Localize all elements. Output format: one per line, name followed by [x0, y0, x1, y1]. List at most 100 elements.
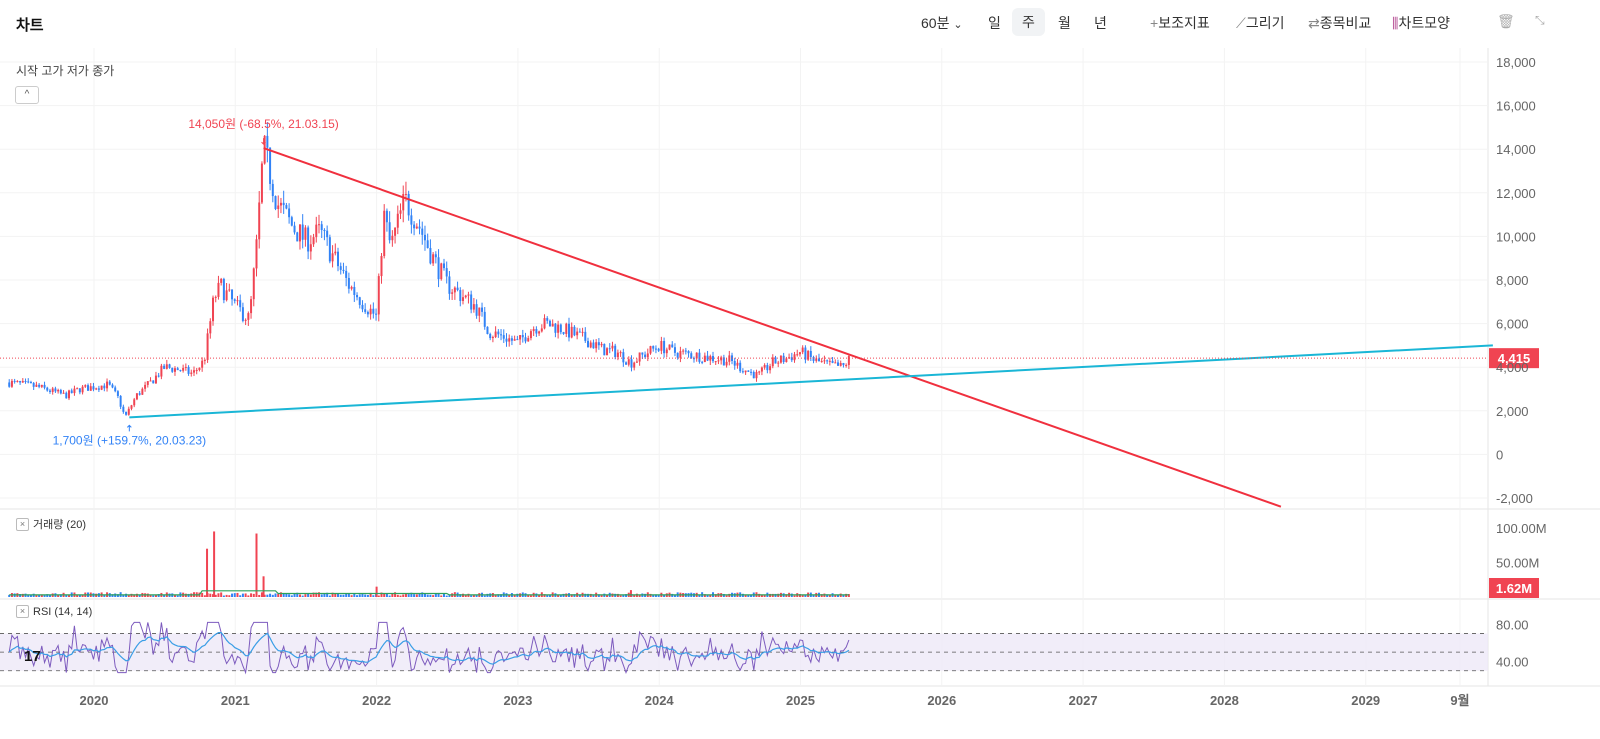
volume-bar: [290, 595, 293, 597]
candle-body: [40, 384, 43, 387]
candle-body: [312, 237, 315, 245]
candle-body: [777, 362, 780, 364]
volume-bar: [103, 595, 106, 597]
draw-button[interactable]: ⟋그리기: [1236, 13, 1284, 33]
tab-period-year[interactable]: 년: [1094, 15, 1107, 31]
volume-bar: [573, 594, 576, 597]
low-annotation: 1,700원 (+159.7%, 20.03.23): [53, 433, 206, 447]
volume-bar: [65, 595, 68, 597]
candle-body: [228, 289, 231, 291]
candle-body: [543, 318, 546, 329]
price-tick-label: 16,000: [1496, 99, 1536, 114]
candle-body: [684, 350, 687, 352]
candle-body: [682, 350, 685, 352]
volume-bar: [217, 593, 220, 597]
volume-last-badge: [1489, 578, 1539, 598]
volume-bar: [252, 593, 255, 597]
candle-body: [559, 324, 562, 333]
candle-body: [798, 352, 801, 355]
indicator-label: 보조지표: [1158, 15, 1210, 31]
volume-bar: [709, 595, 712, 597]
candle-body: [130, 405, 133, 409]
trendlines[interactable]: [129, 147, 1493, 508]
time-tick-label: 2027: [1069, 693, 1098, 708]
candle-body: [317, 224, 320, 226]
tab-period-month[interactable]: 월: [1058, 15, 1071, 31]
price-tick-label: 2,000: [1496, 404, 1529, 419]
tab-period-day[interactable]: 일: [988, 15, 1001, 31]
candle-body: [239, 300, 242, 308]
candle-body: [481, 307, 484, 312]
volume-bar: [35, 594, 38, 597]
volume-bar: [173, 595, 176, 597]
candle-body: [380, 256, 383, 277]
candle-body: [187, 366, 190, 374]
candle-body: [24, 381, 27, 383]
volume-bar: [214, 594, 217, 597]
legend-collapse-button[interactable]: ^: [15, 86, 39, 104]
candle-body: [271, 183, 274, 197]
candle-body: [383, 210, 386, 257]
volume-bar: [220, 592, 223, 597]
candle-body: [48, 390, 51, 392]
time-tick-label: 2023: [503, 693, 532, 708]
candle-body: [483, 311, 486, 327]
candle-body: [687, 351, 690, 354]
price-tick-label: 4,000: [1496, 360, 1529, 375]
candle-body: [195, 369, 198, 371]
rsi-pane: [0, 621, 1488, 675]
volume-bar: [423, 593, 426, 597]
candle-body: [214, 296, 217, 298]
last-price-label: 4,415: [1498, 351, 1531, 366]
candle-body: [236, 300, 239, 302]
rsi-label: RSI (14, 14): [33, 605, 93, 618]
candle-body: [337, 251, 340, 267]
candle-body: [766, 365, 769, 371]
collapse-icon[interactable]: ⤡: [1535, 13, 1545, 27]
candle-body: [692, 358, 695, 360]
candle-body: [663, 341, 666, 354]
interval-select[interactable]: 60분 ⌄: [921, 13, 963, 33]
chart-style-button[interactable]: ⫼차트모양: [1392, 13, 1450, 33]
candle-body: [679, 351, 682, 358]
chart-toolbar: 차트 60분 ⌄ 일 주 월 년 +보조지표 ⟋그리기 ⇄종목비교 ⫼차트모양 …: [0, 0, 1600, 48]
candle-body: [396, 213, 399, 228]
candle-body: [826, 360, 829, 362]
candle-body: [750, 371, 753, 373]
candle-body: [122, 406, 125, 412]
candle-body: [695, 352, 698, 359]
candle-body: [733, 360, 736, 366]
candle-body: [630, 359, 633, 368]
candle-body: [633, 362, 636, 368]
price-tick-label: -2,000: [1496, 491, 1533, 506]
candle-body: [198, 367, 201, 370]
candle-body: [277, 205, 280, 209]
pencil-icon: ⟋: [1236, 15, 1246, 31]
volume-bar: [543, 594, 546, 597]
candle-body: [220, 278, 223, 283]
volume-bar: [377, 595, 380, 597]
tab-period-week[interactable]: 주: [1012, 8, 1045, 36]
volume-bar: [698, 594, 701, 597]
candle-body: [244, 319, 247, 321]
candle-body: [831, 360, 834, 363]
volume-bar: [548, 594, 551, 597]
volume-bar: [241, 593, 244, 597]
close-icon[interactable]: ×: [16, 605, 29, 618]
candle-body: [81, 386, 84, 393]
close-icon[interactable]: ×: [16, 517, 29, 531]
candle-body: [641, 352, 644, 355]
volume-bar: [222, 595, 225, 597]
candle-body: [127, 408, 130, 415]
candle-body: [241, 307, 244, 321]
candle-body: [258, 202, 261, 240]
volume-bar: [331, 592, 334, 597]
volume-tick-label: 100.00M: [1496, 521, 1547, 536]
candle-body: [589, 342, 592, 348]
candle-body: [472, 304, 475, 310]
chart-canvas[interactable]: 4,415 1.62M 14,050원 (-68.5%, 21.03.15) 1,70…: [0, 48, 1600, 739]
compare-button[interactable]: ⇄종목비교: [1308, 13, 1371, 33]
candle-body: [404, 193, 407, 195]
trash-icon[interactable]: 🗑: [1497, 13, 1515, 29]
indicator-button[interactable]: +보조지표: [1150, 13, 1210, 33]
